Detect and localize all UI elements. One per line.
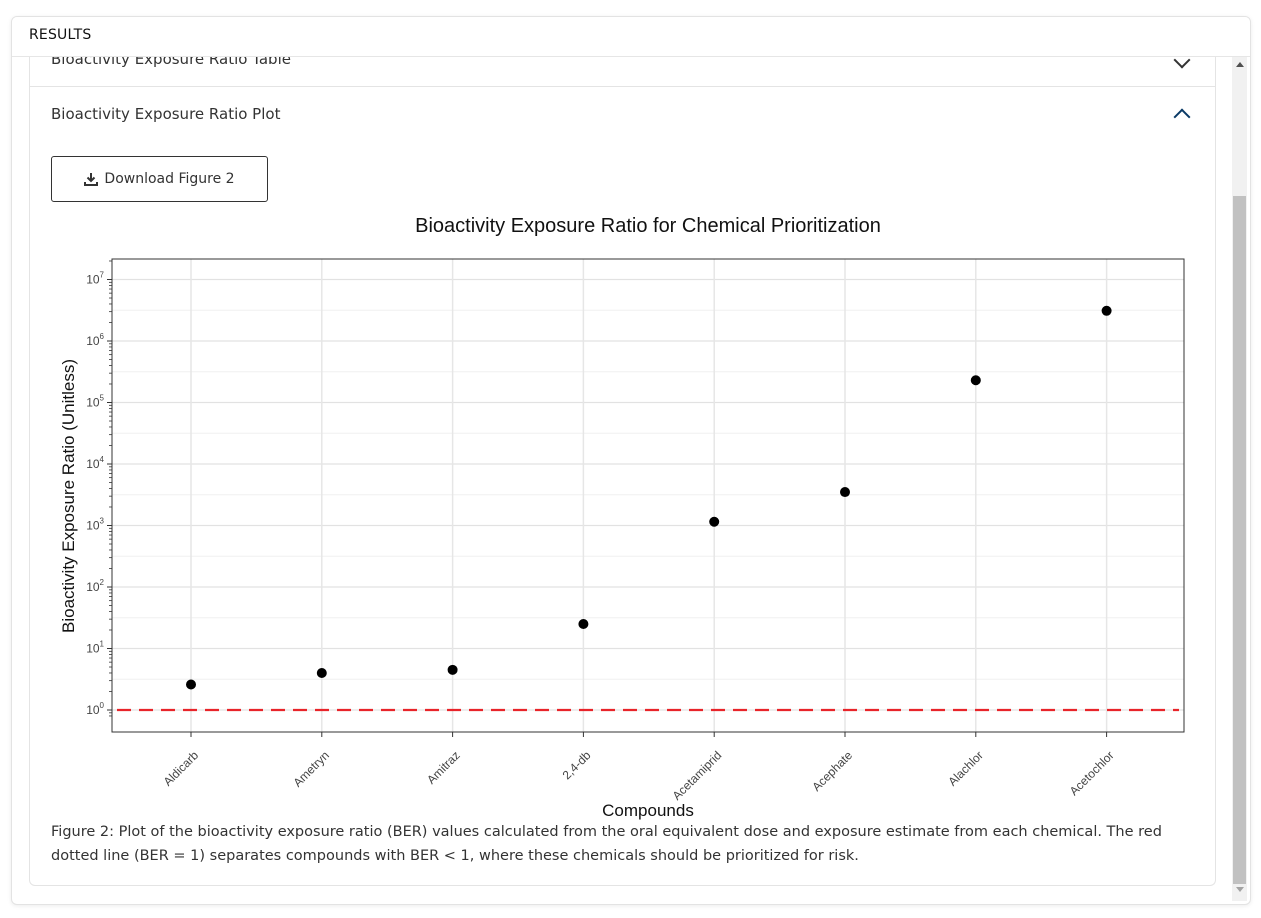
x-tick-label: Ametryn	[290, 748, 331, 789]
accordion-item-table-label: Bioactivity Exposure Ratio Table	[51, 56, 291, 68]
y-tick-label: 103	[86, 517, 104, 533]
results-card: RESULTS Bioactivity Exposure Ratio Table…	[11, 16, 1251, 905]
chart-grid	[112, 259, 1184, 732]
y-tick-label: 104	[86, 455, 104, 471]
data-point-ametryn	[316, 667, 327, 678]
figure-caption: Figure 2: Plot of the bioactivity exposu…	[51, 824, 1162, 864]
x-tick-label: Alachlor	[945, 748, 986, 789]
y-tick-exponent: 4	[100, 455, 105, 464]
y-tick-label: 105	[86, 394, 104, 410]
y-tick-exponent: 5	[100, 394, 105, 403]
x-tick-label: Amitraz	[424, 748, 463, 787]
data-point-aldicarb	[186, 679, 196, 690]
data-point-amitraz	[447, 664, 458, 675]
y-tick-label: 100	[86, 701, 104, 717]
data-point-2-4-db	[578, 619, 589, 630]
x-axis-title: Compounds	[602, 801, 694, 820]
y-tick-label: 106	[86, 332, 104, 348]
y-tick-base: 10	[86, 642, 100, 656]
chevron-down-icon[interactable]	[1173, 56, 1191, 69]
x-tick-label: 2,4-db	[560, 748, 594, 782]
x-tick-label: Aldicarb	[161, 748, 202, 789]
x-tick-label: Acephate	[809, 748, 855, 794]
download-figure-button[interactable]: Download Figure 2	[51, 156, 268, 202]
download-figure-label: Download Figure 2	[104, 171, 235, 187]
y-axis-title: Bioactivity Exposure Ratio (Unitless)	[59, 359, 78, 633]
y-tick-exponent: 0	[100, 701, 105, 710]
y-tick-label: 102	[86, 578, 104, 594]
results-header: RESULTS	[12, 17, 1250, 57]
scroll-up-arrow-icon[interactable]	[1236, 62, 1244, 67]
y-tick-base: 10	[86, 580, 100, 594]
scrollbar-thumb[interactable]	[1233, 196, 1246, 884]
chart-title: Bioactivity Exposure Ratio for Chemical …	[415, 215, 881, 237]
y-tick-base: 10	[86, 396, 100, 410]
scroll-down-arrow-icon[interactable]	[1236, 887, 1244, 892]
x-tick-label: Acetamiprid	[670, 748, 725, 803]
x-tick-label: Acetochlor	[1067, 748, 1117, 798]
data-points	[186, 305, 1112, 690]
accordion-item-table[interactable]: Bioactivity Exposure Ratio Table	[30, 56, 1215, 87]
accordion-item-plot-label: Bioactivity Exposure Ratio Plot	[51, 105, 281, 123]
y-tick-base: 10	[86, 703, 100, 717]
ber-chart: Bioactivity Exposure Ratio for Chemical …	[59, 215, 1185, 820]
data-point-alachlor	[970, 375, 981, 386]
y-tick-exponent: 2	[100, 578, 105, 587]
chart-panel	[111, 258, 1185, 733]
accordion-item-plot[interactable]: Bioactivity Exposure Ratio Plot	[30, 87, 1215, 142]
y-tick-base: 10	[86, 273, 100, 287]
chevron-up-icon[interactable]	[1173, 108, 1191, 126]
y-tick-label: 107	[86, 271, 104, 287]
data-point-acephate	[840, 487, 850, 498]
y-tick-exponent: 7	[100, 271, 105, 280]
y-tick-base: 10	[86, 519, 100, 533]
y-tick-base: 10	[86, 457, 100, 471]
data-point-acetamiprid	[709, 516, 720, 527]
y-tick-exponent: 1	[100, 640, 105, 649]
y-tick-exponent: 3	[100, 517, 105, 526]
data-point-acetochlor	[1101, 305, 1112, 316]
x-axis: Aldicarb Ametryn Amitraz 2,4-db Acetamiprid A…	[161, 732, 1117, 803]
accordion: Bioactivity Exposure Ratio Table Bioacti…	[29, 56, 1216, 886]
y-tick-label: 101	[86, 640, 104, 656]
results-title: RESULTS	[29, 27, 92, 43]
y-tick-exponent: 6	[100, 332, 105, 341]
download-icon	[84, 173, 99, 186]
y-tick-base: 10	[86, 334, 100, 348]
